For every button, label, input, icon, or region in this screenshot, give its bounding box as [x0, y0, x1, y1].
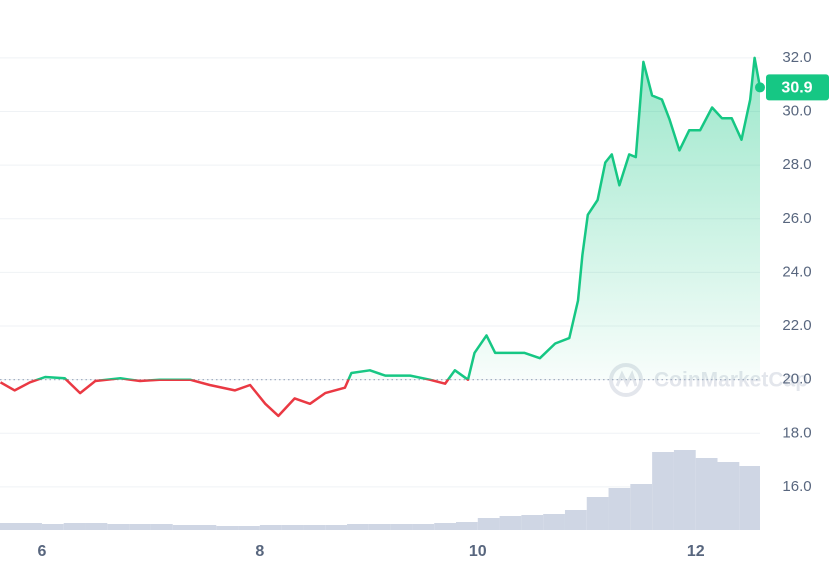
y-tick-label: 16.0 — [782, 478, 811, 495]
volume-bar — [564, 510, 587, 530]
volume-bar — [325, 525, 348, 530]
volume-bar — [303, 525, 326, 530]
y-tick-label: 18.0 — [782, 424, 811, 441]
volume-bar — [477, 518, 500, 530]
x-tick-label: 12 — [687, 543, 705, 560]
price-line — [0, 56, 762, 418]
y-tick-label: 28.0 — [782, 156, 811, 173]
volume-bar — [412, 524, 435, 530]
y-tick-label: 32.0 — [782, 49, 811, 66]
volume-bar — [717, 462, 740, 530]
volume-bar — [20, 523, 42, 530]
volume-bar — [194, 525, 217, 530]
y-tick-label: 20.0 — [782, 371, 811, 388]
volume-bar — [608, 488, 631, 530]
volume-bar — [0, 523, 22, 530]
volume-bar — [259, 525, 282, 530]
volume-bar — [129, 524, 151, 530]
x-tick-label: 6 — [37, 543, 46, 560]
volume-bar — [216, 526, 239, 530]
volume-bar — [499, 516, 522, 530]
volume-bar — [347, 524, 369, 530]
volume-bar — [739, 466, 760, 530]
y-tick-label: 26.0 — [782, 210, 811, 227]
volume-bar — [543, 514, 565, 530]
volume-bar — [390, 524, 413, 530]
volume-bar — [63, 523, 86, 530]
volume-bar — [238, 526, 260, 530]
volume-bar — [652, 452, 674, 530]
volume-bar — [695, 458, 718, 530]
volume-bar — [281, 525, 304, 530]
volume-bar — [85, 523, 108, 530]
y-tick-label: 30.0 — [782, 103, 811, 120]
plot: 30.9 — [0, 56, 829, 418]
x-tick-label: 10 — [469, 543, 487, 560]
volume-bar — [172, 525, 195, 530]
volume-bar — [434, 523, 456, 530]
volume-bar — [521, 515, 544, 530]
volume-bar — [41, 524, 64, 530]
volume-bar — [586, 497, 609, 530]
y-tick-label: 24.0 — [782, 263, 811, 280]
area-fill — [0, 57, 760, 380]
x-tick-label: 8 — [255, 543, 264, 560]
y-tick-label: 22.0 — [782, 317, 811, 334]
price-tag — [766, 74, 829, 101]
volume-bars — [0, 450, 760, 530]
price-tag-label: 30.9 — [781, 80, 812, 97]
volume-bar — [630, 484, 653, 530]
volume-bar — [673, 450, 696, 530]
volume-bar — [107, 524, 130, 530]
current-dot — [755, 82, 765, 93]
volume-bar — [456, 522, 478, 530]
volume-bar — [150, 524, 173, 530]
volume-bar — [368, 524, 391, 530]
